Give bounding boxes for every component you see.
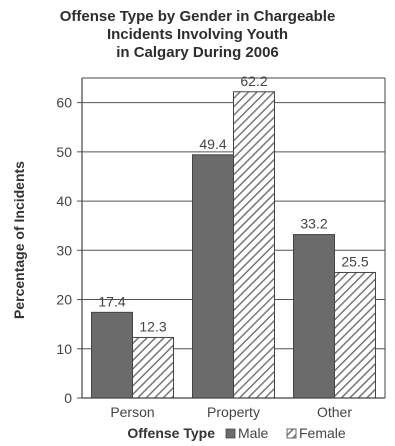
legend-swatch-male	[226, 429, 235, 438]
x-axis-label: Offense Type	[127, 425, 215, 441]
y-tick-label-0: 0	[64, 390, 72, 406]
value-label-male-person: 17.4	[98, 293, 125, 309]
bar-male-other	[294, 235, 335, 398]
value-label-female-person: 12.3	[139, 318, 166, 334]
x-tick-label-person: Person	[110, 404, 154, 420]
legend: Male Female	[226, 425, 346, 441]
bar-female-property	[234, 92, 275, 398]
x-tick-label-other: Other	[317, 404, 352, 420]
y-tick-label-50: 50	[56, 144, 72, 160]
legend-label-male: Male	[238, 425, 269, 441]
bar-male-person	[92, 312, 133, 398]
y-tick-label-30: 30	[56, 242, 72, 258]
value-label-female-other: 25.5	[341, 253, 368, 269]
value-label-male-property: 49.4	[199, 136, 226, 152]
y-tick-label-60: 60	[56, 95, 72, 111]
bar-male-property	[193, 155, 234, 398]
bar-female-person	[133, 337, 174, 398]
value-label-female-property: 62.2	[240, 73, 267, 89]
legend-label-female: Female	[299, 425, 346, 441]
bars	[92, 92, 376, 398]
bar-female-other	[335, 272, 376, 398]
x-tick-label-property: Property	[207, 404, 260, 420]
value-label-male-other: 33.2	[300, 216, 327, 232]
y-axis-label: Percentage of Incidents	[11, 161, 27, 319]
y-tick-label-10: 10	[56, 341, 72, 357]
y-tick-label-40: 40	[56, 193, 72, 209]
y-tick-label-20: 20	[56, 292, 72, 308]
legend-swatch-female	[287, 429, 296, 438]
